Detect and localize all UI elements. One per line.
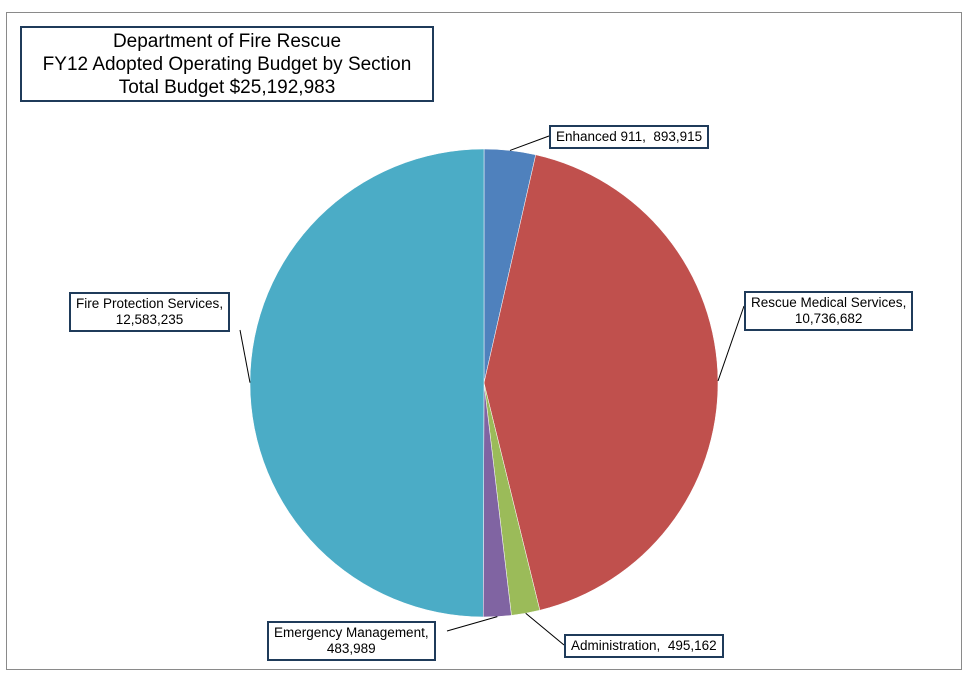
leader-line [717,305,745,382]
data-label-rescue-medical-services: Rescue Medical Services, 10,736,682 [744,291,914,331]
title-line-3: Total Budget $25,192,983 [118,76,336,98]
leader-line [509,135,550,151]
chart-title: Department of Fire Rescue FY12 Adopted O… [20,26,434,102]
title-line-1: Department of Fire Rescue [112,30,342,52]
slice-label: Enhanced 911 [556,129,643,144]
leader-line [525,612,565,646]
slice-value: 10,736,682 [794,311,863,326]
leader-line [239,329,251,383]
data-label-enhanced-911: Enhanced 911, 893,915 [549,125,710,149]
data-label-fire-protection-services: Fire Protection Services, 12,583,235 [69,292,231,332]
slice-label: Rescue Medical Services [751,295,903,310]
slice-fire-protection-services [249,148,485,618]
slice-label: Administration [571,638,657,653]
slice-value: 483,989 [326,641,376,656]
slice-value: 12,583,235 [115,312,184,327]
slice-value: 495,162 [667,638,717,653]
slice-value: 893,915 [653,129,703,144]
leader-line [446,616,498,632]
slice-label: Fire Protection Services [76,296,220,311]
data-label-administration: Administration, 495,162 [564,634,724,658]
slice-label: Emergency Management [274,625,425,640]
data-label-emergency-management: Emergency Management, 483,989 [267,621,436,661]
title-line-2: FY12 Adopted Operating Budget by Section [42,53,412,75]
